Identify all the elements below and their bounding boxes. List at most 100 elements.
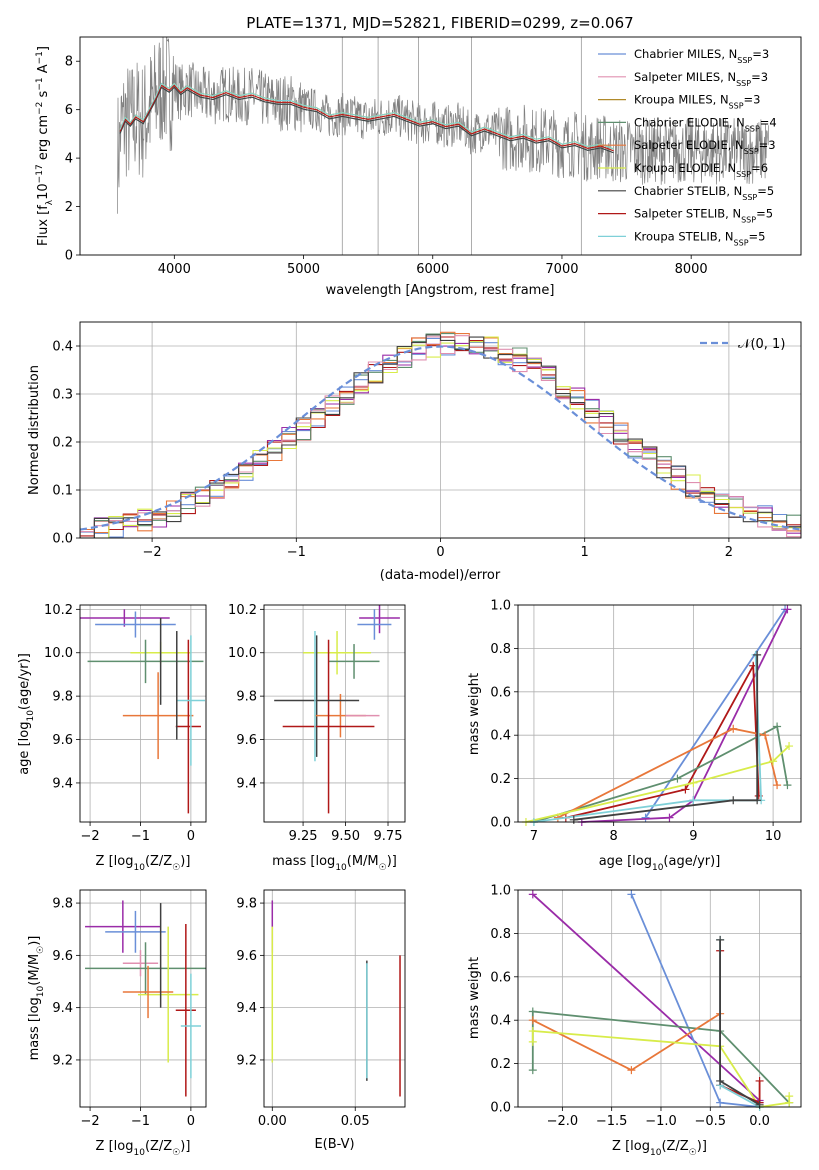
y-tick-label: 0.8 [490, 927, 511, 942]
legend-text: Kroupa STELIB, N [634, 229, 734, 243]
y-tick-label: 9.8 [52, 897, 73, 912]
plus-marker [755, 1076, 764, 1085]
label-part: 10 [650, 1148, 662, 1158]
y-tick-label: 0.0 [490, 816, 511, 831]
y-axis-label: Flux [fλ10−17 erg cm−2 s−1 A−1] [35, 46, 55, 246]
x-tick-label: 7000 [545, 262, 578, 277]
weight-series [573, 654, 759, 821]
x-axis-label: Z [log10(Z/Z☉)] [612, 1139, 707, 1158]
model-curve [119, 86, 614, 154]
legend-tail: =6 [751, 161, 768, 175]
errorbar-plot [274, 605, 400, 814]
x-tick-label: −2 [143, 545, 162, 560]
legend-entry: Chabrier MILES, NSSP=3 [634, 47, 769, 65]
x-axis-label: mass [log10(M/M☉)] [272, 854, 397, 873]
y-tick-label: 9.4 [52, 776, 73, 791]
label-part: 10 [335, 863, 347, 873]
legend-sub: SSP [745, 124, 760, 133]
plus-marker [773, 781, 782, 790]
legend-entry: Salpeter STELIB, NSSP=5 [634, 207, 773, 225]
axes-spectrum: 4000 5000 6000 7000 8000 0 2 4 6 8 PLATE=1371, MJD… [35, 14, 802, 298]
y-tick-label: 10.0 [44, 646, 73, 661]
legend-tail: =3 [744, 93, 761, 107]
label-part: age [log [17, 722, 32, 775]
label-part: (Z/Z [145, 854, 172, 869]
plus-marker [528, 1007, 537, 1016]
weight-plot [521, 605, 794, 826]
label-part: (age/yr)] [17, 653, 32, 710]
y-tick-label: 0.4 [52, 340, 73, 355]
x-tick-label: 0.05 [341, 1114, 370, 1129]
label-part: ☉ [172, 863, 180, 873]
y-tick-label: 9.2 [236, 1053, 257, 1068]
plus-marker [673, 774, 682, 783]
legend-text: Salpeter MILES, N [634, 70, 736, 84]
y-tick-label: 0.0 [52, 532, 73, 547]
y-axis-label: mass [log10(M/M☉)] [27, 936, 46, 1061]
x-tick-label: 9 [689, 829, 697, 844]
label-part: 10 [652, 863, 664, 873]
x-tick-label: 1 [581, 545, 589, 560]
x-tick-label: −2 [80, 1114, 99, 1129]
legend-entry: Salpeter MILES, NSSP=3 [634, 70, 768, 88]
axes-mass_vs_Z: −2 −1 09.29.49.69.8Z [log10(Z/Z☉)]mass [lo… [27, 889, 207, 1158]
plus-marker [528, 1016, 537, 1025]
plus-marker [528, 890, 537, 899]
label-part: Z [log [96, 1139, 134, 1154]
weight-series [719, 950, 761, 1105]
plus-marker [729, 724, 738, 733]
plus-marker [528, 1066, 537, 1075]
x-axis-label: (data-model)/error [380, 568, 501, 583]
label-part: −1 [35, 51, 45, 64]
errorbar-plot [80, 609, 205, 814]
plus-marker [627, 1066, 636, 1075]
errorbar-plot [85, 900, 206, 1097]
x-tick-label: −1.5 [596, 1114, 628, 1129]
plus-marker [641, 813, 650, 822]
label-part: Flux [f [36, 205, 51, 246]
y-tick-label: 9.6 [52, 949, 73, 964]
legend-entry: Chabrier ELODIE, NSSP=4 [634, 115, 777, 132]
label-part: mass [log [272, 854, 335, 869]
y-tick-label: 10.2 [44, 603, 73, 618]
plus-marker [783, 781, 792, 790]
y-tick-label: 0.2 [490, 1057, 511, 1072]
y-tick-label: 0.8 [490, 642, 511, 657]
y-tick-label: 9.8 [52, 690, 73, 705]
axes-age_vs_mass: 9.25 9.50 9.75 9.4 9.6 9.8 10.0 10.2 mass [log10… [228, 603, 406, 873]
y-tick-label: 1.0 [490, 884, 511, 899]
y-tick-label: 0.0 [490, 1101, 511, 1116]
label-part: −1 [35, 77, 45, 90]
y-axis-label: Normed distribution [27, 365, 42, 495]
legend-sub: SSP [736, 78, 751, 87]
label-part: λ [45, 199, 55, 205]
plus-marker [769, 757, 778, 766]
label-part: A [36, 64, 51, 77]
x-tick-label: 0.0 [749, 1114, 770, 1129]
plus-marker [755, 1100, 764, 1109]
y-tick-label: 1.0 [490, 599, 511, 614]
axes-frame [79, 604, 207, 823]
y-axis-label: age [log10(age/yr)] [17, 653, 36, 775]
x-axis-label: E(B-V) [314, 1137, 354, 1152]
y-tick-label: 9.4 [52, 1001, 73, 1016]
x-axis-label: wavelength [Angstrom, rest frame] [326, 283, 555, 298]
label-part: 10 [36, 985, 46, 997]
plus-marker [785, 1092, 794, 1101]
legend-tail: =3 [759, 138, 776, 152]
plus-marker [753, 796, 762, 805]
weight-series [557, 727, 778, 819]
weight-series [644, 608, 786, 819]
plus-marker [785, 742, 794, 751]
label-part: )] [387, 854, 397, 869]
legend-text: Kroupa ELODIE, N [634, 161, 736, 175]
x-tick-label: 0 [436, 545, 444, 560]
y-tick-label: 0.4 [490, 729, 511, 744]
x-tick-label: −1 [287, 545, 306, 560]
legend-text: Salpeter STELIB, N [634, 207, 741, 221]
chart-title: PLATE=1371, MJD=52821, FIBERID=0299, z=0… [246, 14, 633, 32]
y-tick-label: 9.2 [52, 1053, 73, 1068]
x-tick-label: 5000 [287, 262, 320, 277]
weight-series [581, 608, 789, 823]
y-tick-label: 6 [65, 103, 73, 118]
